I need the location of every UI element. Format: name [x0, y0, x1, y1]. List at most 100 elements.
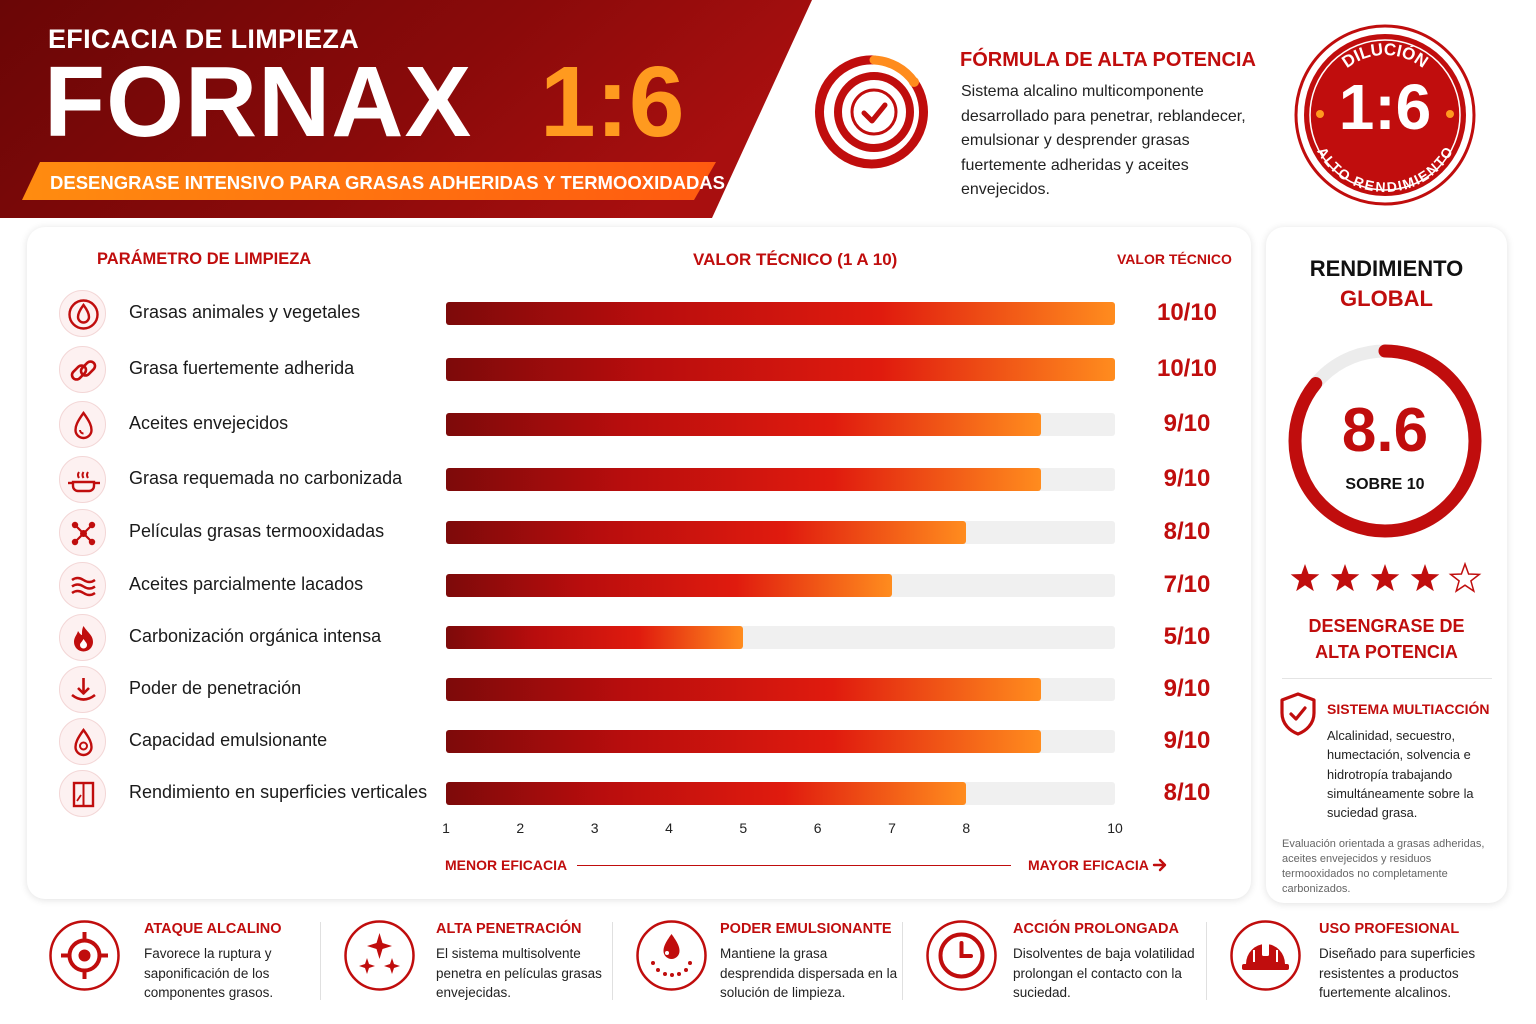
star-rating: [1290, 562, 1482, 593]
parameter-label: Rendimiento en superficies verticales: [129, 782, 428, 802]
vertical-panel-icon: [59, 770, 106, 817]
header-tagline: DESENGRASE INTENSIVO PARA GRASAS ADHERID…: [50, 172, 725, 193]
axis-left-label: MENOR EFICACIA: [445, 857, 568, 873]
chain-link-icon: [59, 346, 106, 393]
x-tick-label: 6: [813, 820, 822, 836]
star-filled-icon: [1290, 564, 1320, 592]
crosshair-icon: [47, 918, 122, 993]
value-label: 9/10: [1163, 675, 1211, 702]
feature-title: ALTA PENETRACIÓN: [436, 921, 582, 937]
feature-title: ACCIÓN PROLONGADA: [1013, 921, 1179, 937]
value-label: 10/10: [1156, 355, 1218, 382]
x-tick-label: 7: [888, 820, 896, 836]
shield-check-icon: [1280, 692, 1316, 736]
feature-divider: [612, 922, 613, 1000]
parameter-label: Aceites parcialmente lacados: [129, 574, 364, 594]
dilution-ratio: 1:6: [540, 46, 685, 158]
feature-title: PODER EMULSIONANTE: [720, 921, 892, 937]
x-tick-label: 4: [665, 820, 673, 836]
brand-name: FORNAX: [44, 46, 473, 158]
value-label: 5/10: [1163, 623, 1211, 650]
column-header-parameter: PARÁMETRO DE LIMPIEZA: [97, 250, 312, 268]
dispersed-drop-icon: [634, 918, 709, 993]
column-header-technical: VALOR TÉCNICO: [1117, 251, 1232, 267]
summary-title-line1: RENDIMIENTO: [1309, 256, 1464, 281]
summary-description: DESENGRASE DE ALTA POTENCIA: [1266, 613, 1507, 665]
global-score-sub: SOBRE 10: [1345, 476, 1425, 493]
axis-scale-line: [577, 865, 1011, 866]
axis-right-label: MAYOR EFICACIA: [1028, 857, 1149, 873]
parameter-label: Aceites envejecidos: [129, 413, 289, 433]
parameter-label: Carbonización orgánica intensa: [129, 626, 382, 646]
stamp-dot-right: [1446, 110, 1454, 118]
bar: [446, 678, 1041, 701]
star-outline-icon: [1448, 562, 1482, 593]
bar-track: [446, 730, 1115, 753]
flame-icon: [59, 614, 106, 661]
score-gauge: [1288, 344, 1482, 538]
summary-card: [1266, 227, 1507, 903]
parameter-label: Poder de penetración: [129, 678, 302, 698]
bar-track: [446, 574, 1115, 597]
bar: [446, 521, 967, 544]
multiaction-title: SISTEMA MULTIACCIÓN: [1327, 701, 1490, 717]
target-check-icon: [814, 55, 928, 169]
parameter-label: Grasa fuertemente adherida: [129, 358, 355, 378]
parameter-label: Grasa requemada no carbonizada: [129, 468, 403, 488]
feature-title: ATAQUE ALCALINO: [144, 921, 282, 937]
value-label: 9/10: [1163, 410, 1211, 437]
bar-track: [446, 782, 1115, 805]
arrow-right-icon: [1152, 858, 1167, 872]
emulsion-drop-icon: [59, 718, 106, 765]
layers-icon: [59, 562, 106, 609]
value-label: 9/10: [1163, 727, 1211, 754]
header-banner: [0, 0, 820, 218]
bar: [446, 782, 967, 805]
summary-divider: [1282, 678, 1492, 679]
global-score: 8.6: [1341, 396, 1429, 465]
summary-desc-line1: DESENGRASE DE: [1308, 616, 1465, 636]
value-label: 10/10: [1156, 299, 1218, 326]
evaluation-note: Evaluación orientada a grasas adheridas,…: [1282, 838, 1485, 895]
formula-description: Sistema alcalino multicomponente desarro…: [961, 83, 1246, 198]
feature-text: Mantiene la grasa desprendida dispersada…: [720, 946, 898, 1000]
bar: [446, 302, 1115, 325]
star-filled-icon: [1370, 564, 1400, 592]
steaming-pan-icon: [59, 456, 106, 503]
bar: [446, 626, 744, 649]
header-kicker: EFICACIA DE LIMPIEZA: [48, 24, 360, 54]
bar-track: [446, 358, 1115, 381]
column-header-value: VALOR TÉCNICO (1 A 10): [693, 250, 898, 269]
x-tick-label: 2: [516, 820, 525, 836]
multiaction-text: Alcalinidad, secuestro, humectación, sol…: [1327, 728, 1474, 821]
value-label: 9/10: [1163, 465, 1211, 492]
value-label: 8/10: [1163, 779, 1211, 806]
x-tick-label: 10: [1107, 820, 1123, 836]
summary-title-line2: GLOBAL: [1340, 286, 1433, 311]
feature-text: Diseñado para superficies resistentes a …: [1319, 946, 1476, 1000]
feature-divider: [1206, 922, 1207, 1000]
parameter-label: Películas grasas termooxidadas: [129, 521, 385, 541]
bar-track: [446, 521, 1115, 544]
stamp-ratio: 1:6: [1338, 71, 1432, 143]
drop-in-circle-icon: [59, 290, 106, 337]
molecule-icon: [59, 509, 106, 556]
bar-track: [446, 468, 1115, 491]
x-tick-label: 5: [739, 820, 748, 836]
x-tick-label: 3: [590, 820, 599, 836]
bar-track: [446, 626, 1115, 649]
parameter-label: Capacidad emulsionante: [129, 730, 328, 750]
feature-divider: [320, 922, 321, 1000]
bar-track: [446, 413, 1115, 436]
bar-track: [446, 678, 1115, 701]
bar-track: [446, 302, 1115, 325]
x-tick-label: 8: [962, 820, 971, 836]
bar: [446, 574, 892, 597]
clock-icon: [924, 918, 999, 993]
parameter-label: Grasas animales y vegetales: [129, 302, 361, 322]
star-filled-icon: [1410, 564, 1440, 592]
bar: [446, 358, 1115, 381]
bar: [446, 413, 1041, 436]
dilution-stamp: DILUCIÓN ALTO RENDIMIENTO: [1294, 24, 1476, 206]
feature-title: USO PROFESIONAL: [1319, 921, 1460, 937]
